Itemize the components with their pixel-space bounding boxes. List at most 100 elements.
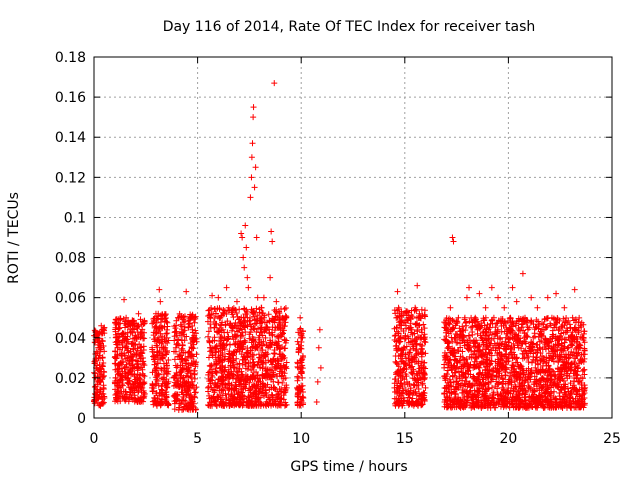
data-point-dense [230, 364, 237, 371]
data-point-dense [392, 332, 399, 339]
data-point-dense [394, 384, 401, 391]
data-point-dense [140, 394, 147, 401]
data-point-dense [409, 370, 416, 377]
data-point-dense [299, 386, 306, 393]
data-point-dense [241, 324, 248, 331]
data-point-dense [239, 402, 246, 409]
data-point [315, 344, 322, 351]
data-point-dense [127, 348, 134, 355]
data-point-dense [127, 354, 134, 361]
data-point-dense [180, 316, 187, 323]
data-point-dense [127, 394, 134, 401]
data-point-dense [159, 355, 166, 362]
data-point-dense [207, 315, 214, 322]
data-point [553, 290, 560, 297]
data-point-dense [134, 360, 141, 367]
data-point-dense [400, 397, 407, 404]
data-point-dense [113, 319, 120, 326]
data-point-dense [261, 393, 268, 400]
data-point-dense [262, 334, 269, 341]
data-point [242, 222, 249, 229]
data-point-dense [233, 348, 240, 355]
data-point [253, 234, 260, 241]
data-point-dense [396, 369, 403, 376]
data-point-dense [114, 379, 121, 386]
data-point-dense [229, 359, 236, 366]
data-point-dense [398, 390, 405, 397]
data-point-dense [403, 355, 410, 362]
y-tick-label: 0.12 [55, 170, 86, 186]
data-point-dense [269, 317, 276, 324]
data-point-dense [223, 311, 230, 318]
data-point-dense [410, 381, 417, 388]
data-point-dense [413, 321, 420, 328]
data-point-dense [132, 341, 139, 348]
y-tick-label: 0.04 [55, 331, 86, 347]
data-point-dense [186, 399, 193, 406]
data-point-dense [176, 404, 183, 411]
data-point-dense [100, 359, 107, 366]
data-point-dense [112, 348, 119, 355]
data-point [513, 298, 520, 305]
data-point-dense [270, 378, 277, 385]
data-point-dense [280, 396, 287, 403]
data-point-dense [402, 387, 409, 394]
data-point-dense [153, 319, 160, 326]
data-point-dense [229, 392, 236, 399]
data-point-dense [206, 314, 213, 321]
data-point-dense [247, 353, 254, 360]
data-point-dense [252, 344, 259, 351]
data-point-dense [414, 375, 421, 382]
data-point-dense [298, 357, 305, 364]
data-point-dense [251, 389, 258, 396]
data-point [544, 294, 551, 301]
data-point-dense [96, 402, 103, 409]
data-point-dense [162, 396, 169, 403]
data-point-dense [182, 389, 189, 396]
data-point-dense [225, 374, 232, 381]
data-point-dense [232, 379, 239, 386]
data-point-dense [178, 400, 185, 407]
data-point-dense [244, 323, 251, 330]
data-point-dense [214, 394, 221, 401]
data-point-dense [421, 325, 428, 332]
data-point-dense [164, 330, 171, 337]
data-point-dense [127, 329, 134, 336]
data-point [121, 296, 128, 303]
data-point-dense [237, 321, 244, 328]
data-point-dense [244, 352, 251, 359]
data-point-dense [220, 399, 227, 406]
data-point-dense [212, 306, 219, 313]
data-point-dense [141, 362, 148, 369]
data-point-dense [231, 332, 238, 339]
data-point-dense [257, 378, 264, 385]
data-point-dense [242, 365, 249, 372]
data-point-dense [256, 309, 263, 316]
data-point-dense [161, 323, 168, 330]
data-point-dense [172, 328, 179, 335]
data-point [269, 238, 276, 245]
data-point-dense [189, 329, 196, 336]
chart-title: Day 116 of 2014, Rate Of TEC Index for r… [163, 19, 536, 35]
data-point-dense [409, 356, 416, 363]
data-point-dense [421, 311, 428, 318]
data-point-dense [258, 342, 265, 349]
data-point-dense [399, 351, 406, 358]
data-point-dense [173, 341, 180, 348]
data-point-dense [408, 359, 415, 366]
data-point-dense [422, 339, 429, 346]
data-point-dense [401, 319, 408, 326]
data-point-dense [393, 388, 400, 395]
data-point-dense [180, 374, 187, 381]
data-point-dense [397, 382, 404, 389]
data-point-dense [212, 379, 219, 386]
data-point-dense [221, 356, 228, 363]
data-point-dense [294, 377, 301, 384]
y-tick-label: 0.14 [55, 130, 86, 146]
data-point-dense [192, 335, 199, 342]
data-point-dense [221, 368, 228, 375]
data-point-dense [178, 369, 185, 376]
data-point [267, 274, 274, 281]
data-point-dense [281, 323, 288, 330]
